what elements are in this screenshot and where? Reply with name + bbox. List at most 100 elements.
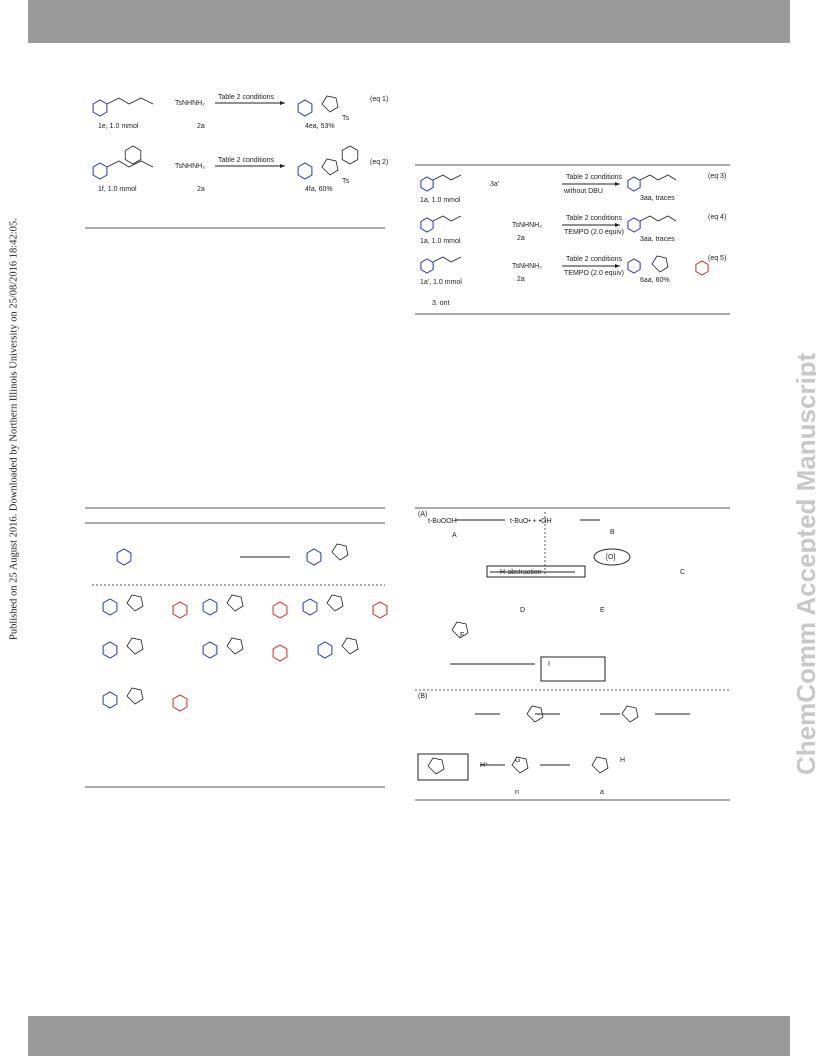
chain bbox=[106, 160, 154, 168]
ring bbox=[321, 158, 339, 176]
label: 6aa, 60% bbox=[640, 277, 670, 284]
ring bbox=[202, 641, 218, 659]
species: I bbox=[548, 661, 550, 668]
species: E bbox=[600, 607, 605, 614]
ring bbox=[621, 705, 639, 723]
ring bbox=[317, 641, 333, 659]
label: 2a bbox=[517, 235, 525, 242]
species: H-abstraction bbox=[500, 569, 542, 576]
ring bbox=[420, 258, 434, 274]
conditions: Table 2 conditions bbox=[566, 215, 623, 222]
ring bbox=[172, 601, 188, 619]
label: 3aa, traces bbox=[640, 195, 675, 202]
group: Ts bbox=[342, 115, 350, 122]
conditions: Table 2 conditions bbox=[566, 256, 623, 263]
species: t-BuO• + •OH bbox=[510, 518, 552, 525]
ring bbox=[627, 258, 641, 274]
chain bbox=[639, 215, 677, 222]
ring bbox=[226, 637, 244, 655]
part-label: (A) bbox=[418, 511, 427, 518]
arrow-head bbox=[615, 182, 620, 186]
ring bbox=[326, 594, 344, 612]
species: D bbox=[520, 607, 525, 614]
watermark: ChemComm Accepted Manuscript bbox=[791, 352, 816, 775]
ring bbox=[372, 601, 388, 619]
group: Ts bbox=[342, 178, 350, 185]
species: a bbox=[600, 789, 604, 796]
species: C bbox=[680, 569, 685, 576]
chain bbox=[432, 215, 462, 222]
ring bbox=[116, 548, 132, 566]
arrow-head bbox=[280, 164, 285, 168]
species: t-BuOOH bbox=[428, 518, 457, 525]
label: 1a', 1.0 mmol bbox=[420, 279, 462, 286]
arrow-head bbox=[615, 223, 620, 227]
additive: TEMPO (2.0 equiv) bbox=[564, 229, 624, 236]
eq: (eq 5) bbox=[708, 255, 726, 262]
ring bbox=[226, 594, 244, 612]
label: 4fa, 60% bbox=[305, 186, 333, 193]
ring bbox=[102, 691, 118, 709]
species: A bbox=[452, 532, 457, 539]
ring bbox=[651, 255, 669, 273]
species: [O] bbox=[606, 554, 615, 561]
sidebar-left: Published on 25 August 2016. Downloaded … bbox=[8, 218, 19, 640]
species: F bbox=[460, 632, 464, 639]
label: 3aa, traces bbox=[640, 236, 675, 243]
reagent: TsNHNH₂ bbox=[512, 222, 542, 229]
reagent: TsNHNH₂ bbox=[175, 100, 205, 107]
ring bbox=[427, 757, 445, 775]
part-label: (B) bbox=[418, 693, 427, 700]
label: 1e, 1.0 mmol bbox=[98, 123, 139, 130]
reagent: TsNHNH₂ bbox=[512, 263, 542, 270]
ring bbox=[302, 598, 318, 616]
ring bbox=[526, 705, 544, 723]
ring bbox=[126, 594, 144, 612]
ring bbox=[297, 162, 313, 180]
eq: (eq 3) bbox=[708, 173, 726, 180]
arrow-head bbox=[280, 101, 285, 105]
label: 1a, 1.0 mmol bbox=[420, 197, 461, 204]
label: 2a bbox=[197, 186, 205, 193]
chain bbox=[639, 174, 677, 181]
header-bar bbox=[28, 0, 790, 43]
ring bbox=[124, 145, 142, 165]
ring bbox=[341, 637, 359, 655]
ring bbox=[102, 641, 118, 659]
ring bbox=[272, 601, 288, 619]
label: 4ea, 53% bbox=[305, 123, 335, 130]
ring bbox=[511, 756, 529, 774]
species: G bbox=[515, 757, 520, 764]
table-scheme bbox=[85, 507, 385, 788]
footer-bar bbox=[28, 1016, 790, 1056]
additive: without DBU bbox=[563, 188, 603, 195]
ring bbox=[92, 162, 108, 180]
ring bbox=[126, 687, 144, 705]
species: H bbox=[620, 757, 625, 764]
reagent: 3a' bbox=[490, 181, 499, 188]
ring bbox=[297, 99, 313, 117]
eq: (eq 1) bbox=[370, 96, 388, 103]
ring bbox=[92, 99, 108, 117]
label: 2a bbox=[517, 276, 525, 283]
ring bbox=[331, 543, 349, 561]
ring bbox=[102, 598, 118, 616]
ring bbox=[695, 260, 709, 276]
species: B bbox=[610, 529, 615, 536]
additive: TEMPO (2.0 equiv) bbox=[564, 270, 624, 277]
ring bbox=[341, 145, 359, 165]
ring bbox=[451, 621, 469, 639]
scheme-1: 1e, 1.0 mmol TsNHNH₂ 2a Table 2 conditions T… bbox=[92, 94, 388, 193]
eq: (eq 4) bbox=[708, 214, 726, 221]
conditions: Table 2 conditions bbox=[218, 157, 275, 164]
ring bbox=[627, 217, 641, 233]
label: 1f, 1.0 mmol bbox=[98, 186, 137, 193]
chain bbox=[432, 256, 462, 263]
arrow-head bbox=[615, 264, 620, 268]
conditions: Table 2 conditions bbox=[566, 174, 623, 181]
ring bbox=[627, 176, 641, 192]
ring bbox=[420, 176, 434, 192]
scheme-2: 1a, 1.0 mmol 3a' Table 2 conditions without… bbox=[420, 173, 726, 286]
chain bbox=[106, 97, 154, 105]
ring bbox=[126, 637, 144, 655]
